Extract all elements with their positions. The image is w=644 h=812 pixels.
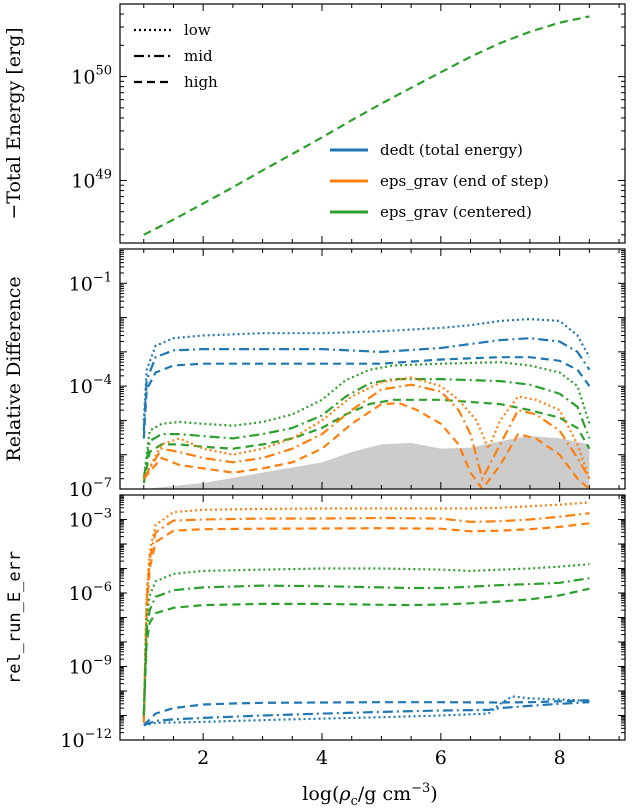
legend-label-high: high bbox=[184, 73, 218, 91]
y-axis-label: −Total Energy [erg] bbox=[3, 27, 25, 219]
y-tick-label: 10−6 bbox=[69, 580, 112, 605]
plot-frame bbox=[119, 3, 626, 244]
x-tick-label: 8 bbox=[554, 747, 566, 769]
y-axis-label: rel_run_E_err bbox=[5, 551, 25, 684]
series-line-eps_cent-high bbox=[142, 587, 590, 716]
legend-label-mid: mid bbox=[184, 47, 213, 65]
series-line-eps_end-high bbox=[142, 401, 591, 489]
series-line-eps_cent-mid bbox=[142, 378, 591, 479]
series-line-dedt-high bbox=[142, 356, 591, 439]
shaded-band bbox=[143, 436, 590, 489]
legend-label-low: low bbox=[184, 21, 211, 39]
legend-label-eps_cent: eps_grav (centered) bbox=[380, 203, 532, 221]
series-line-eps_cent-low bbox=[142, 563, 590, 716]
legend-label-eps_end: eps_grav (end of step) bbox=[380, 172, 549, 190]
series-line-eps_end-low bbox=[142, 501, 590, 716]
series-line-dedt-mid bbox=[143, 701, 590, 727]
series-line-dedt-mid bbox=[142, 337, 591, 431]
x-tick-label: 4 bbox=[316, 747, 328, 769]
series-line-eps_cent-high bbox=[142, 398, 591, 484]
plot-frame bbox=[119, 248, 626, 490]
series-line-eps_cent-high bbox=[143, 15, 590, 236]
series-line-dedt-low bbox=[142, 317, 591, 421]
series-line-eps_end-high bbox=[142, 522, 590, 723]
x-tick-label: 6 bbox=[435, 747, 447, 769]
linestyle-legend: low mid high bbox=[134, 21, 218, 91]
series-line-eps_cent-mid bbox=[142, 577, 590, 716]
y-tick-label: 10−3 bbox=[69, 507, 112, 532]
y-tick-label: 10−1 bbox=[69, 270, 112, 295]
x-tick-label: 2 bbox=[197, 747, 209, 769]
series-line-dedt-high bbox=[143, 699, 590, 726]
panel-rel-run-e-err: 10−12 10−9 10−6 10−3 2 4 6 8 rel_run_E_err bbox=[5, 494, 626, 769]
y-tick-label: 1050 bbox=[71, 64, 112, 89]
y-tick-label: 1049 bbox=[71, 167, 112, 192]
panel-relative-difference: 10−7 10−4 10−1 Relative Difference bbox=[3, 248, 626, 501]
color-legend: dedt (total energy) eps_grav (end of step… bbox=[330, 141, 549, 221]
y-tick-label: 10−7 bbox=[69, 476, 112, 501]
x-axis-label: log(ρc/g cm−3) bbox=[302, 781, 437, 809]
series-line-eps_end-mid bbox=[142, 383, 591, 482]
y-tick-label: 10−12 bbox=[60, 727, 112, 752]
y-tick-label: 10−4 bbox=[69, 373, 112, 398]
legend-label-dedt: dedt (total energy) bbox=[380, 141, 523, 159]
panel-total-energy: 1049 1050 −Total Energy [erg] low mid high ded… bbox=[3, 3, 626, 244]
y-tick-label: 10−9 bbox=[69, 654, 112, 679]
y-axis-label: Relative Difference bbox=[3, 276, 25, 461]
series-line-eps_end-low bbox=[142, 376, 591, 480]
series-line-eps_end-mid bbox=[142, 512, 590, 718]
series-line-eps_cent-low bbox=[142, 361, 591, 479]
series-line-dedt-low bbox=[143, 695, 590, 727]
